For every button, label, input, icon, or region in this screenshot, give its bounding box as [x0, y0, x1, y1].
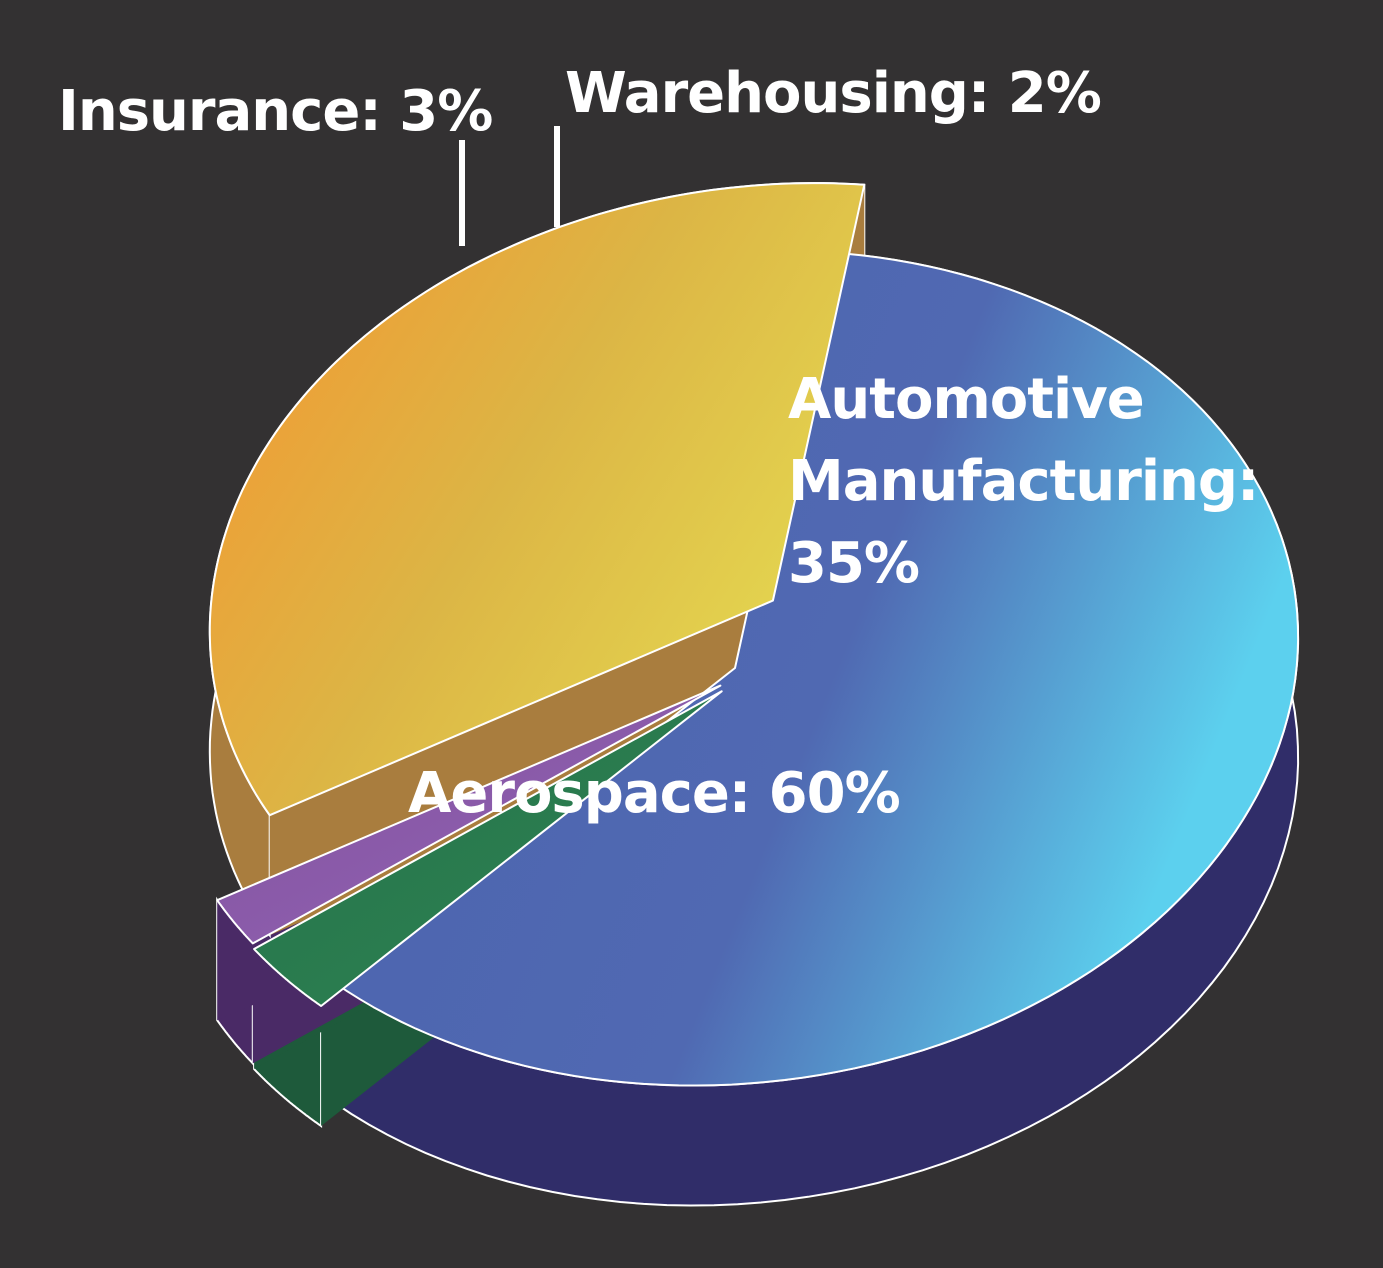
- automotive-manufacturing-slice: [208, 182, 866, 817]
- insurance-label: Insurance: 3%: [58, 79, 492, 144]
- insurance-label-line: Insurance: 3%: [58, 79, 492, 144]
- aerospace-label: Aerospace: 60%: [408, 761, 900, 826]
- automotive-manufacturing-label-line: Manufacturing:: [788, 449, 1258, 514]
- aerospace-label-line: Aerospace: 60%: [408, 761, 900, 826]
- automotive-manufacturing-label: Automotive Manufacturing: 35%: [788, 367, 1258, 596]
- warehousing-label-line: Warehousing: 2%: [565, 61, 1101, 126]
- automotive-manufacturing-label-line: 35%: [788, 531, 919, 596]
- warehousing-label: Warehousing: 2%: [565, 61, 1101, 126]
- automotive-manufacturing-label-line: Automotive: [788, 367, 1144, 432]
- aerospace-slice: [333, 251, 1300, 1087]
- warehousing-slice: [216, 684, 722, 945]
- pie-labels-layer: Aerospace: 60% Insurance: 3% Warehousing: …: [58, 61, 1259, 826]
- insurance-slice: [253, 690, 723, 1007]
- pie-slices-layer: [208, 182, 1300, 1207]
